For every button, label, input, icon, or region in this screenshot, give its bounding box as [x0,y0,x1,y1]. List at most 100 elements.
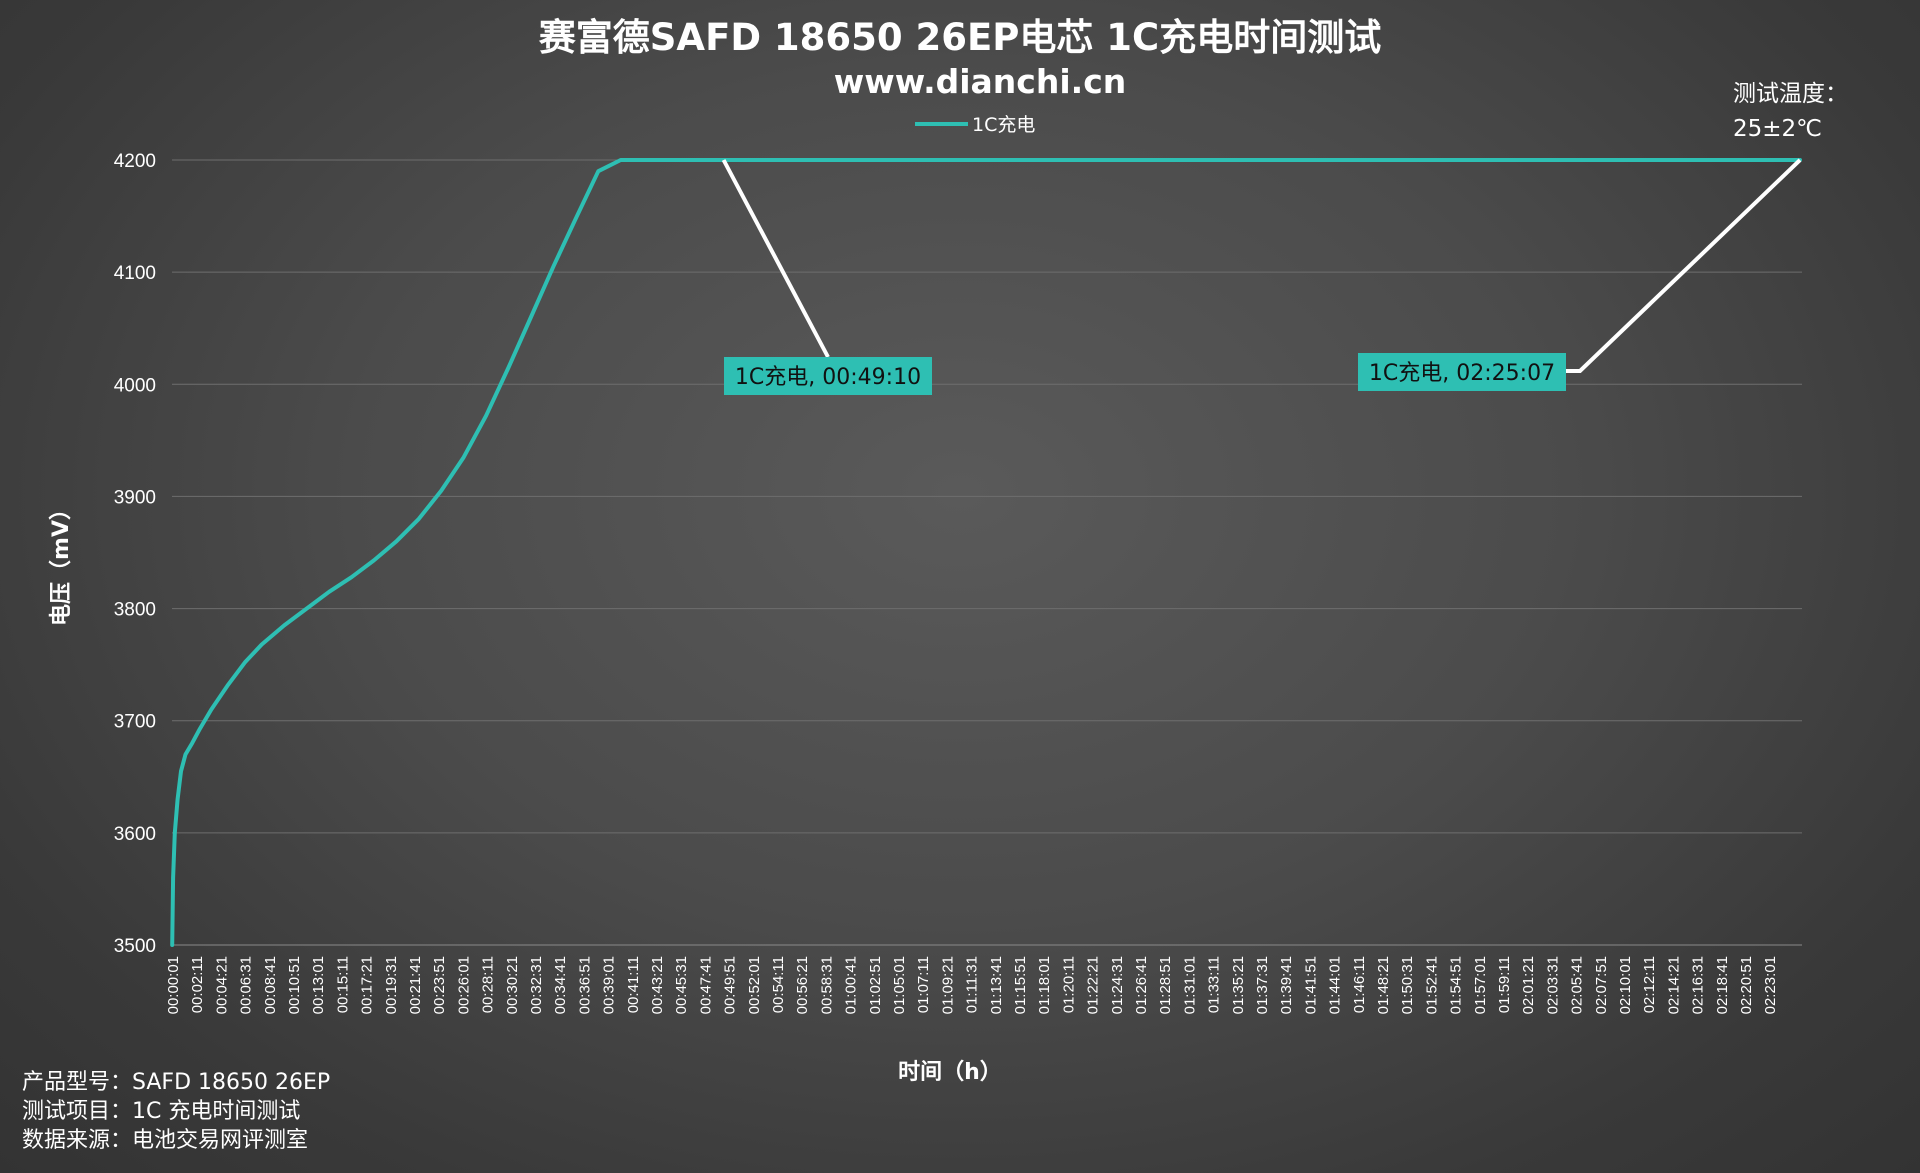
x-tick-label: 00:58:31 [818,956,835,1014]
x-tick-label: 02:16:31 [1690,956,1707,1014]
info-product: 产品型号：SAFD 18650 26EP [22,1070,330,1095]
y-tick-label: 3700 [114,712,156,733]
y-tick-label: 4000 [114,375,156,396]
chart-subtitle: www.dianchi.cn [834,62,1127,101]
x-tick-label: 01:44:01 [1327,956,1344,1014]
x-tick-label: 00:00:01 [165,956,182,1014]
x-tick-label: 00:02:11 [189,956,206,1013]
x-tick-label: 01:00:41 [843,956,860,1014]
x-tick-label: 01:28:51 [1157,956,1174,1014]
x-tick-label: 02:10:01 [1617,956,1634,1014]
x-tick-label: 01:13:41 [988,956,1005,1014]
x-tick-label: 00:54:11 [770,956,787,1013]
x-tick-label: 01:15:51 [1012,956,1029,1014]
x-tick-label: 00:45:31 [673,956,690,1014]
temperature-note: 测试温度： 25±2℃ [1733,81,1848,142]
x-tick-label: 01:35:21 [1230,956,1247,1014]
x-tick-label: 00:34:41 [552,956,569,1014]
x-tick-label: 01:41:51 [1302,956,1319,1014]
y-axis-ticks: 3500 3600 3700 3800 3900 4000 4100 4200 [114,151,156,957]
x-tick-label: 00:49:51 [722,956,739,1014]
x-tick-label: 00:04:21 [213,956,230,1014]
legend: 1C充电 [915,114,1035,136]
x-tick-label: 01:50:31 [1399,956,1416,1014]
info-source: 数据来源：电池交易网评测室 [22,1128,308,1153]
x-tick-label: 01:22:21 [1085,956,1102,1014]
chart-title: 赛富德SAFD 18650 26EP电芯 1C充电时间测试 [539,16,1381,59]
x-tick-label: 01:24:31 [1109,956,1126,1014]
y-axis-label: 电压（mV） [49,498,74,626]
x-tick-label: 01:18:01 [1036,956,1053,1014]
x-tick-label: 01:20:11 [1060,956,1077,1013]
info-test-item: 测试项目：1C 充电时间测试 [22,1099,300,1124]
x-tick-label: 00:19:31 [383,956,400,1014]
x-tick-label: 00:43:21 [649,956,666,1014]
x-tick-label: 02:14:21 [1665,956,1682,1014]
series-line [170,158,1802,947]
x-tick-label: 00:21:41 [407,956,424,1014]
x-tick-label: 00:23:51 [431,956,448,1014]
x-tick-label: 02:20:51 [1738,956,1755,1014]
x-tick-label: 00:10:51 [286,956,303,1014]
x-tick-label: 00:41:11 [625,956,642,1013]
x-tick-label: 00:15:11 [334,956,351,1013]
x-tick-label: 00:17:21 [359,956,376,1014]
callout-leader-line [721,159,830,358]
y-tick-label: 4100 [114,263,156,284]
callout-leader-line [1566,158,1802,373]
x-tick-label: 01:46:11 [1351,956,1368,1013]
callout-label: 1C充电, 00:49:10 [735,365,921,390]
x-tick-label: 01:54:51 [1448,956,1465,1014]
temperature-label: 测试温度： [1733,81,1848,107]
callouts: 1C充电, 00:49:10 1C充电, 02:25:07 [721,158,1802,395]
x-tick-label: 01:26:41 [1133,956,1150,1014]
x-tick-label: 01:11:31 [964,956,981,1013]
legend-label: 1C充电 [972,114,1035,136]
x-tick-label: 01:05:01 [891,956,908,1014]
x-tick-label: 01:52:41 [1423,956,1440,1014]
x-tick-label: 01:48:21 [1375,956,1392,1014]
temperature-value: 25±2℃ [1733,116,1822,142]
x-tick-label: 02:05:41 [1569,956,1586,1014]
info-block: 产品型号：SAFD 18650 26EP 测试项目：1C 充电时间测试 数据来源… [22,1070,330,1153]
x-tick-label: 00:52:01 [746,956,763,1014]
x-tick-label: 01:09:21 [939,956,956,1014]
x-tick-label: 02:01:21 [1520,956,1537,1014]
x-tick-label: 02:07:51 [1593,956,1610,1014]
x-tick-label: 00:32:31 [528,956,545,1014]
x-axis-label: 时间（h） [898,1060,1002,1085]
x-tick-label: 01:31:01 [1181,956,1198,1014]
x-tick-label: 00:39:01 [601,956,618,1014]
y-tick-label: 3600 [114,824,156,845]
y-tick-label: 3500 [114,936,156,957]
x-tick-label: 01:39:41 [1278,956,1295,1014]
x-tick-label: 00:56:21 [794,956,811,1014]
x-tick-label: 01:57:01 [1472,956,1489,1014]
x-tick-label: 01:33:11 [1206,956,1223,1013]
x-tick-label: 01:59:11 [1496,956,1513,1013]
x-tick-label: 00:08:41 [262,956,279,1014]
callout-box [1358,353,1566,391]
y-tick-label: 3900 [114,487,156,508]
series-group [170,158,1802,947]
x-tick-label: 01:07:11 [915,956,932,1013]
x-tick-label: 01:37:31 [1254,956,1271,1014]
x-tick-label: 00:26:01 [455,956,472,1014]
x-axis-ticks: 00:00:01 00:02:11 00:04:21 00:06:31 00:08:41… [165,956,1779,1014]
x-tick-label: 02:18:41 [1714,956,1731,1014]
x-tick-label: 01:02:51 [867,956,884,1014]
x-tick-label: 02:12:11 [1641,956,1658,1013]
gridlines [172,159,1802,834]
x-tick-label: 02:03:31 [1544,956,1561,1014]
x-tick-label: 00:28:11 [480,956,497,1013]
callout-box [724,357,932,395]
y-tick-label: 3800 [114,600,156,621]
x-tick-label: 00:47:41 [697,956,714,1014]
y-tick-label: 4200 [114,151,156,172]
x-tick-label: 00:36:51 [576,956,593,1014]
x-tick-label: 00:13:01 [310,956,327,1014]
x-tick-label: 02:23:01 [1762,956,1779,1014]
x-tick-label: 00:06:31 [238,956,255,1014]
x-tick-label: 00:30:21 [504,956,521,1014]
